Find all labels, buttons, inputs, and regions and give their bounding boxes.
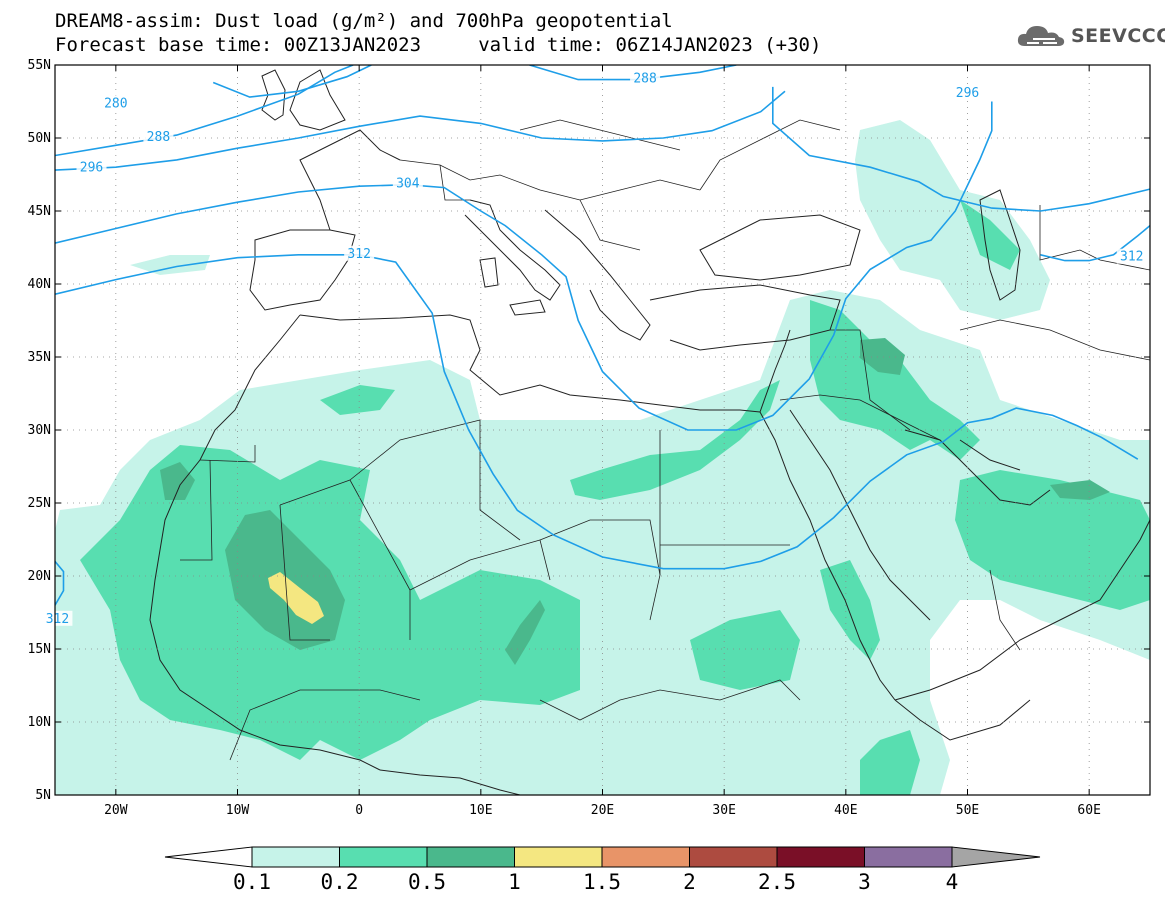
contour-label: 312	[46, 612, 69, 627]
contour-line	[772, 86, 1150, 212]
contour-line	[212, 65, 372, 98]
contour-label-bg	[392, 175, 423, 191]
country-borders	[180, 119, 1150, 761]
map-subtitle: Forecast base time: 00Z13JAN2023 valid t…	[55, 34, 822, 56]
contour-label: 304	[396, 177, 420, 192]
lon-tick-label: 30E	[712, 803, 735, 818]
contour-label: 288	[633, 72, 656, 87]
colorbar-under-arrow	[164, 846, 253, 868]
lon-tick-label: 10E	[469, 803, 492, 818]
colorbar-swatch	[776, 846, 865, 868]
colorbar-level-label: 4	[946, 870, 959, 894]
contour-label: 296	[80, 161, 103, 176]
lat-tick-label: 10N	[28, 715, 51, 730]
contour-label: 296	[956, 86, 979, 101]
colorbar-level-label: 0.5	[408, 870, 446, 894]
colorbar-swatch	[251, 846, 340, 868]
contour-label: 280	[104, 96, 127, 111]
contour-line	[55, 101, 993, 431]
contour-label-bg	[100, 95, 131, 111]
colorbar-level-label: 2.5	[758, 870, 796, 894]
colorbar-swatch	[426, 846, 515, 868]
lat-tick-label: 50N	[28, 131, 51, 146]
colorbar-swatch	[864, 846, 953, 868]
colorbar-level-label: 1	[508, 870, 521, 894]
lat-tick-label: 25N	[28, 496, 51, 511]
contour-label-bg	[344, 245, 375, 261]
lat-tick-label: 40N	[28, 277, 51, 292]
contour-label-bg	[1116, 248, 1147, 264]
lat-tick-label: 15N	[28, 642, 51, 657]
colorbar-swatch	[514, 846, 603, 868]
colorbar-swatch	[689, 846, 778, 868]
colorbar-level-label: 2	[683, 870, 696, 894]
lat-tick-label: 5N	[35, 788, 51, 803]
colorbar-swatch	[339, 846, 428, 868]
dust-field	[55, 120, 1150, 795]
lon-tick-label: 40E	[834, 803, 857, 818]
contour-label-bg	[76, 159, 107, 175]
lat-tick-label: 55N	[28, 58, 51, 73]
logo-text: SEEVCCC	[1071, 25, 1165, 47]
contour-labels: 280 288 288 296 296 304 312 312 312	[42, 70, 1147, 627]
colorbar-over-arrow	[951, 846, 1041, 868]
lon-tick-label: 0	[355, 803, 363, 818]
colorbar-legend: 0.1 0.2 0.5 1 1.5 2 2.5 3 4	[164, 846, 1041, 894]
colorbar-swatch	[601, 846, 690, 868]
contour-label-bg	[952, 85, 983, 101]
axis-tick-labels: 20W 10W 0 10E 20E 30E 40E 50E 60E 55N 50N 45N 40N 35N…	[28, 58, 1101, 818]
colorbar-level-label: 0.2	[321, 870, 359, 894]
colorbar-level-label: 0.1	[233, 870, 271, 894]
contour-label: 288	[147, 130, 170, 145]
lat-tick-label: 20N	[28, 569, 51, 584]
contour-line	[1040, 224, 1150, 262]
lat-tick-label: 35N	[28, 350, 51, 365]
colorbar-level-label: 3	[858, 870, 871, 894]
cloud-icon	[1017, 26, 1065, 46]
lon-tick-label: 10W	[226, 803, 250, 818]
colorbar-level-label: 1.5	[583, 870, 621, 894]
contour-label: 312	[347, 247, 370, 262]
lat-tick-label: 30N	[28, 423, 51, 438]
lon-tick-label: 20E	[591, 803, 614, 818]
axis-ticks	[55, 64, 1150, 796]
dust-band-peak	[268, 572, 324, 624]
contour-line	[55, 65, 354, 157]
map-title: DREAM8-assim: Dust load (g/m²) and 700hP…	[55, 10, 673, 32]
contour-label: 312	[1120, 250, 1143, 265]
lon-tick-label: 20W	[104, 803, 128, 818]
contour-line	[55, 90, 786, 171]
contour-label-bg	[630, 70, 661, 86]
contour-line	[55, 560, 65, 606]
graticule	[55, 65, 1150, 795]
lon-tick-label: 50E	[956, 803, 979, 818]
logo: SEEVCCC	[1015, 22, 1165, 50]
lon-tick-label: 60E	[1077, 803, 1100, 818]
lat-tick-label: 45N	[28, 204, 51, 219]
contour-label-bg	[143, 129, 174, 144]
coastlines	[149, 69, 1150, 795]
contour-label-bg	[42, 610, 73, 626]
